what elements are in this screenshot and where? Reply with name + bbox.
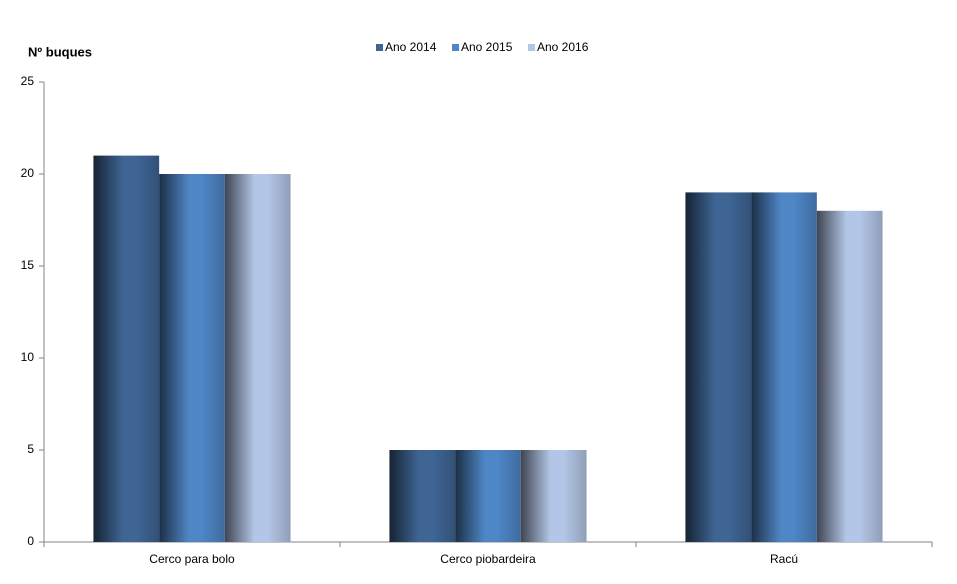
bar — [751, 192, 817, 542]
legend-label: Ano 2016 — [537, 40, 589, 54]
bar — [455, 450, 521, 542]
legend-swatch — [528, 44, 535, 51]
x-tick-label: Cerco piobardeira — [440, 552, 536, 566]
y-tick-label: 0 — [27, 534, 34, 548]
bar — [159, 174, 225, 542]
legend-label: Ano 2015 — [461, 40, 513, 54]
y-tick-label: 25 — [21, 74, 35, 88]
y-tick-label: 5 — [27, 442, 34, 456]
y-tick-label: 10 — [21, 350, 35, 364]
y-tick-label: 15 — [21, 258, 35, 272]
bar — [93, 155, 160, 542]
bar — [685, 192, 752, 542]
legend-label: Ano 2014 — [385, 40, 437, 54]
bar — [520, 450, 587, 542]
legend-swatch — [452, 44, 459, 51]
y-tick-label: 20 — [21, 166, 35, 180]
x-tick-label: Cerco para bolo — [149, 552, 235, 566]
y-axis-label: Nº buques — [28, 44, 92, 59]
x-tick-label: Racú — [770, 552, 798, 566]
legend-swatch — [376, 44, 383, 51]
bar — [224, 174, 291, 542]
bar — [816, 210, 883, 543]
bar — [389, 450, 456, 542]
